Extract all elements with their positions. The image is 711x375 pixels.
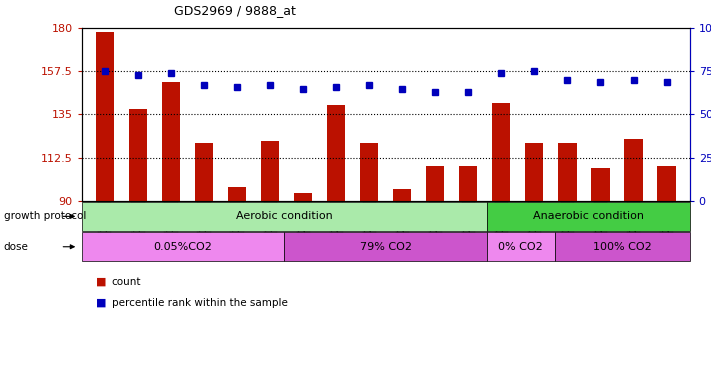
- Bar: [195, 143, 213, 201]
- Bar: [525, 143, 543, 201]
- Text: ■: ■: [96, 298, 107, 307]
- Bar: [96, 32, 114, 201]
- Bar: [658, 166, 675, 201]
- Bar: [426, 166, 444, 201]
- Text: Anaerobic condition: Anaerobic condition: [533, 211, 644, 221]
- Bar: [261, 141, 279, 201]
- Bar: [459, 166, 477, 201]
- Bar: [129, 109, 147, 201]
- Bar: [294, 193, 312, 201]
- Text: count: count: [112, 277, 141, 287]
- Text: Aerobic condition: Aerobic condition: [236, 211, 333, 221]
- Bar: [558, 143, 577, 201]
- Bar: [624, 139, 643, 201]
- Text: dose: dose: [4, 242, 28, 252]
- Text: 100% CO2: 100% CO2: [593, 242, 651, 252]
- Bar: [228, 187, 246, 201]
- Text: 0.05%CO2: 0.05%CO2: [154, 242, 213, 252]
- Text: GDS2969 / 9888_at: GDS2969 / 9888_at: [174, 4, 296, 17]
- Text: 79% CO2: 79% CO2: [360, 242, 412, 252]
- Bar: [162, 82, 180, 201]
- Text: 0% CO2: 0% CO2: [498, 242, 543, 252]
- Bar: [360, 143, 378, 201]
- Bar: [327, 105, 346, 201]
- Bar: [592, 168, 609, 201]
- Text: growth protocol: growth protocol: [4, 211, 86, 221]
- Text: percentile rank within the sample: percentile rank within the sample: [112, 298, 287, 307]
- Text: ■: ■: [96, 277, 107, 287]
- Bar: [393, 189, 412, 201]
- Bar: [492, 103, 510, 201]
